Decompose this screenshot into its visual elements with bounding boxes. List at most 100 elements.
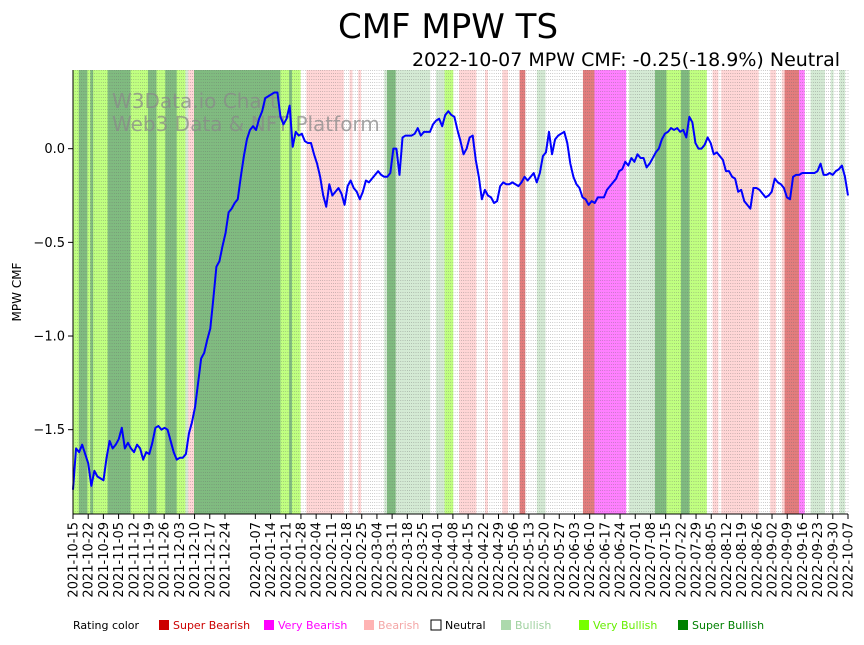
rating-band: [591, 70, 595, 514]
rating-band: [793, 70, 797, 514]
rating-band: [548, 70, 552, 514]
rating-band: [698, 70, 702, 514]
rating-band: [355, 70, 359, 514]
rating-band: [706, 70, 711, 514]
rating-band: [142, 70, 146, 514]
rating-band: [283, 70, 287, 514]
x-tick-label: 2022-07-15: [659, 522, 674, 598]
rating-band: [107, 70, 111, 514]
rating-band: [274, 70, 278, 514]
rating-band: [121, 70, 126, 514]
rating-band: [695, 70, 699, 514]
rating-band: [614, 70, 618, 514]
x-tick-label: 2022-07-22: [674, 522, 689, 598]
rating-band: [228, 70, 232, 514]
rating-band: [608, 70, 613, 514]
x-tick-label: 2022-05-27: [553, 522, 568, 598]
x-tick-label: 2022-01-14: [264, 522, 279, 598]
rating-band: [211, 70, 215, 514]
rating-band: [441, 70, 446, 514]
rating-band: [323, 70, 327, 514]
x-tick-label: 2022-05-20: [538, 522, 553, 598]
rating-band: [245, 70, 250, 514]
rating-band: [188, 70, 192, 514]
rating-band: [476, 70, 480, 514]
rating-band: [824, 70, 829, 514]
rating-legend: Rating color Super Bearish Very Bearish Be…: [73, 619, 764, 632]
rating-band: [271, 70, 276, 514]
rating-band: [315, 70, 319, 514]
rating-band: [199, 70, 204, 514]
rating-band: [519, 70, 523, 514]
rating-band: [430, 70, 434, 514]
x-tick-label: 2021-10-29: [97, 522, 112, 598]
x-tick-label: 2022-06-17: [598, 522, 613, 598]
rating-band: [280, 70, 284, 514]
rating-band: [456, 70, 460, 514]
rating-band: [545, 70, 549, 514]
x-tick-label: 2021-12-03: [173, 522, 188, 598]
rating-band: [156, 70, 160, 514]
rating-band: [582, 70, 587, 514]
rating-band: [654, 70, 659, 514]
x-tick-label: 2022-04-22: [477, 522, 492, 598]
rating-band: [623, 70, 627, 514]
x-tick-label: 2021-10-15: [67, 522, 82, 598]
rating-band: [574, 70, 578, 514]
legend-item-b: Bullish: [515, 619, 551, 632]
rating-band: [738, 70, 742, 514]
x-tick-label: 2022-05-13: [522, 522, 537, 598]
rating-band: [338, 70, 342, 514]
rating-band: [554, 70, 558, 514]
rating-band: [395, 70, 399, 514]
rating-band: [686, 70, 690, 514]
rating-band: [438, 70, 443, 514]
rating-band: [646, 70, 650, 514]
x-tick-label: 2022-06-03: [568, 522, 583, 598]
rating-band: [159, 70, 163, 514]
rating-band: [300, 70, 304, 514]
legend-swatch-sbe: [159, 620, 169, 630]
x-tick-label: 2022-04-01: [431, 522, 446, 598]
rating-band: [240, 70, 244, 514]
rating-band: [741, 70, 745, 514]
rating-band: [649, 70, 653, 514]
rating-band: [412, 70, 417, 514]
legend-item-vbe: Very Bearish: [278, 619, 347, 632]
rating-band: [600, 70, 604, 514]
rating-band: [81, 70, 85, 514]
x-tick-label: 2022-07-01: [629, 522, 644, 598]
rating-band: [415, 70, 420, 514]
rating-band: [424, 70, 428, 514]
rating-band: [263, 70, 267, 514]
rating-band: [764, 70, 768, 514]
rating-band: [799, 70, 803, 514]
rating-band: [194, 70, 198, 514]
rating-band: [404, 70, 408, 514]
legend-item-vb: Very Bullish: [593, 619, 657, 632]
x-ticks: 2021-10-15 2021-10-22 2021-10-29 2021-11-05…: [67, 514, 857, 598]
watermark-line-1: W3Data.io Chart: [112, 89, 278, 113]
rating-band: [464, 70, 469, 514]
rating-band: [669, 70, 673, 514]
rating-band: [784, 70, 788, 514]
rating-band: [660, 70, 665, 514]
rating-band: [473, 70, 477, 514]
rating-band: [508, 70, 512, 514]
x-tick-label: 2022-04-29: [492, 522, 507, 598]
rating-band: [680, 70, 685, 514]
rating-band: [830, 70, 834, 514]
rating-band: [349, 70, 353, 514]
chart-title: CMF MPW TS: [338, 7, 558, 47]
x-tick-label: 2022-01-07: [249, 522, 264, 598]
rating-band: [715, 70, 719, 514]
rating-band: [758, 70, 762, 514]
legend-swatch-vb: [579, 620, 589, 630]
rating-band: [363, 70, 368, 514]
rating-band: [98, 70, 103, 514]
rating-band: [266, 70, 270, 514]
rating-band: [335, 70, 339, 514]
rating-band: [557, 70, 561, 514]
